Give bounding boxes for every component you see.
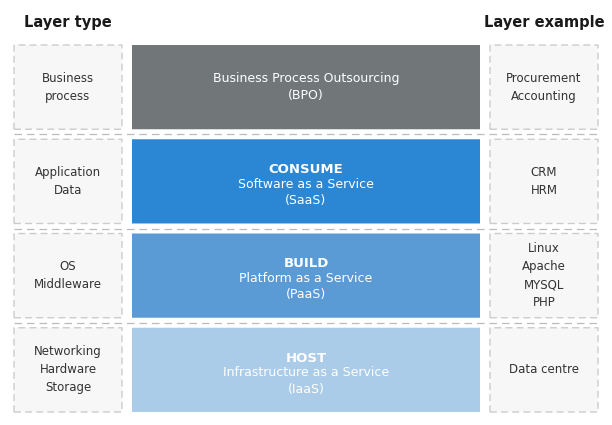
FancyBboxPatch shape xyxy=(14,233,122,318)
Text: Business
process: Business process xyxy=(42,72,94,102)
Text: Data centre: Data centre xyxy=(509,363,579,377)
FancyBboxPatch shape xyxy=(490,233,598,318)
Text: Linux
Apache
MYSQL
PHP: Linux Apache MYSQL PHP xyxy=(522,242,566,309)
FancyBboxPatch shape xyxy=(132,233,480,318)
FancyBboxPatch shape xyxy=(14,45,122,129)
FancyBboxPatch shape xyxy=(14,328,122,412)
Text: OS
Middleware: OS Middleware xyxy=(34,260,102,291)
FancyBboxPatch shape xyxy=(14,139,122,224)
Text: Application
Data: Application Data xyxy=(35,166,101,197)
Text: Procurement
Accounting: Procurement Accounting xyxy=(506,72,582,102)
Text: Layer type: Layer type xyxy=(24,14,112,29)
FancyBboxPatch shape xyxy=(132,328,480,412)
Text: CRM
HRM: CRM HRM xyxy=(531,166,558,197)
FancyBboxPatch shape xyxy=(490,328,598,412)
Text: Platform as a Service
(PaaS): Platform as a Service (PaaS) xyxy=(239,272,373,301)
FancyBboxPatch shape xyxy=(132,45,480,129)
Text: Business Process Outsourcing
(BPO): Business Process Outsourcing (BPO) xyxy=(213,72,399,102)
Text: Infrastructure as a Service
(IaaS): Infrastructure as a Service (IaaS) xyxy=(223,366,389,396)
Text: CONSUME: CONSUME xyxy=(269,163,343,176)
FancyBboxPatch shape xyxy=(490,45,598,129)
Text: BUILD: BUILD xyxy=(283,257,329,270)
Text: Layer example: Layer example xyxy=(483,14,604,29)
Text: Networking
Hardware
Storage: Networking Hardware Storage xyxy=(34,346,102,394)
Text: Software as a Service
(SaaS): Software as a Service (SaaS) xyxy=(238,178,374,207)
FancyBboxPatch shape xyxy=(132,139,480,224)
FancyBboxPatch shape xyxy=(490,139,598,224)
Text: HOST: HOST xyxy=(285,351,327,365)
